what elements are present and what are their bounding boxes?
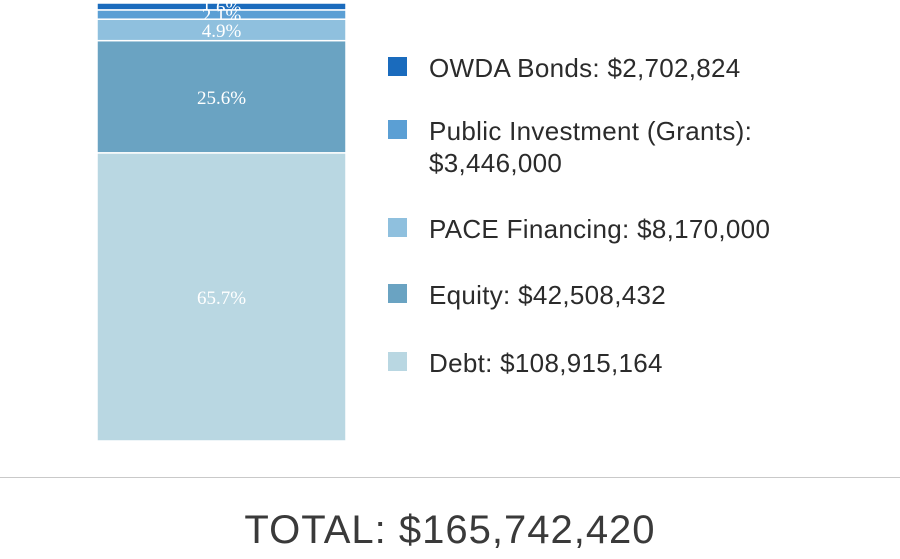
segment-label-pace-financing: 4.9% [202,21,242,42]
segment-label-equity: 25.6% [197,88,246,109]
legend-label-owda-bonds: OWDA Bonds: $2,702,824 [429,53,741,83]
stacked-bar-chart: 1.6%2.1%4.9%25.6%65.7% [96,3,347,442]
legend-item-equity: Equity: $42,508,432 [388,279,849,311]
legend-swatch-pace-financing [388,218,407,237]
bar-segment-debt [96,152,347,442]
legend-swatch-owda-bonds [388,57,407,76]
bar-segment-equity [96,39,347,154]
legend-label-pace-financing: PACE Financing: $8,170,000 [429,214,771,244]
legend-swatch-equity [388,284,407,303]
legend-item-pace-financing: PACE Financing: $8,170,000 [388,213,849,245]
total-amount: TOTAL: $165,742,420 [244,508,656,552]
legend-label-public-investment: Public Investment (Grants): $3,446,000 [429,116,753,178]
legend-label-debt: Debt: $108,915,164 [429,348,663,378]
legend-item-owda-bonds: OWDA Bonds: $2,702,824 [388,52,849,84]
legend-item-debt: Debt: $108,915,164 [388,347,849,379]
legend-swatch-public-investment [388,120,407,139]
legend-swatch-debt [388,352,407,371]
legend-item-public-investment: Public Investment (Grants): $3,446,000 [388,115,849,179]
legend-label-equity: Equity: $42,508,432 [429,280,666,310]
divider [0,477,900,478]
segment-label-debt: 65.7% [197,288,246,309]
